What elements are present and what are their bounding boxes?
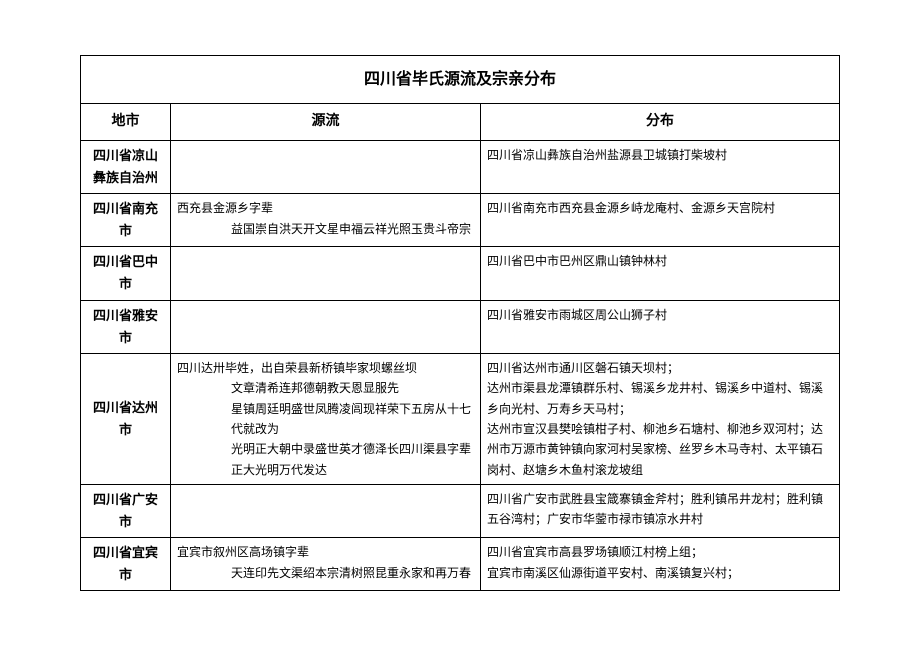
dist-cell: 四川省南充市西充县金源乡峙龙庵村、金源乡天宫院村	[481, 194, 840, 247]
table-row: 四川省达州市四川达卅毕姓，出自荣县新桥镇毕家坝螺丝坝文章清希连邦德朝教天恩显服先…	[81, 353, 840, 484]
origin-cell	[171, 247, 481, 300]
dist-cell: 四川省雅安市雨城区周公山狮子村	[481, 300, 840, 353]
header-origin: 源流	[171, 104, 481, 141]
header-city: 地市	[81, 104, 171, 141]
origin-cell: 宜宾市叙州区高场镇字辈天连印先文渠绍本宗清树照昆重永家和再万春	[171, 538, 481, 591]
table-row: 四川省南充市西充县金源乡字辈益国崇自洪天开文星申福云祥光照玉贵斗帝宗四川省南充市…	[81, 194, 840, 247]
origin-cell	[171, 300, 481, 353]
dist-cell: 四川省宜宾市高县罗场镇顺江村榜上组；宜宾市南溪区仙源街道平安村、南溪镇复兴村；	[481, 538, 840, 591]
table-row: 四川省凉山彝族自治州 四川省凉山彝族自治州盐源县卫城镇打柴坡村	[81, 140, 840, 193]
table-row: 四川省巴中市 四川省巴中市巴州区鼎山镇钟林村	[81, 247, 840, 300]
dist-cell: 四川省广安市武胜县宝箴寨镇金斧村；胜利镇吊井龙村；胜利镇五谷湾村；广安市华蓥市禄…	[481, 485, 840, 538]
table-title: 四川省毕氏源流及宗亲分布	[81, 56, 840, 104]
header-dist: 分布	[481, 104, 840, 141]
city-cell: 四川省达州市	[81, 353, 171, 484]
table-row: 四川省广安市 四川省广安市武胜县宝箴寨镇金斧村；胜利镇吊井龙村；胜利镇五谷湾村；广…	[81, 485, 840, 538]
table-row: 四川省雅安市 四川省雅安市雨城区周公山狮子村	[81, 300, 840, 353]
city-cell: 四川省雅安市	[81, 300, 171, 353]
genealogy-table: 四川省毕氏源流及宗亲分布地市源流分布四川省凉山彝族自治州 四川省凉山彝族自治州盐源…	[80, 55, 840, 591]
dist-cell: 四川省巴中市巴州区鼎山镇钟林村	[481, 247, 840, 300]
origin-cell	[171, 140, 481, 193]
origin-cell	[171, 485, 481, 538]
origin-cell: 西充县金源乡字辈益国崇自洪天开文星申福云祥光照玉贵斗帝宗	[171, 194, 481, 247]
dist-cell: 四川省达州市通川区磐石镇天坝村；达州市渠县龙潭镇群乐村、锡溪乡龙井村、锡溪乡中道…	[481, 353, 840, 484]
city-cell: 四川省巴中市	[81, 247, 171, 300]
city-cell: 四川省凉山彝族自治州	[81, 140, 171, 193]
document-page: 四川省毕氏源流及宗亲分布地市源流分布四川省凉山彝族自治州 四川省凉山彝族自治州盐源…	[0, 0, 920, 631]
city-cell: 四川省广安市	[81, 485, 171, 538]
table-row: 四川省宜宾市宜宾市叙州区高场镇字辈天连印先文渠绍本宗清树照昆重永家和再万春四川省…	[81, 538, 840, 591]
city-cell: 四川省南充市	[81, 194, 171, 247]
dist-cell: 四川省凉山彝族自治州盐源县卫城镇打柴坡村	[481, 140, 840, 193]
origin-cell: 四川达卅毕姓，出自荣县新桥镇毕家坝螺丝坝文章清希连邦德朝教天恩显服先星镇周廷明盛…	[171, 353, 481, 484]
city-cell: 四川省宜宾市	[81, 538, 171, 591]
